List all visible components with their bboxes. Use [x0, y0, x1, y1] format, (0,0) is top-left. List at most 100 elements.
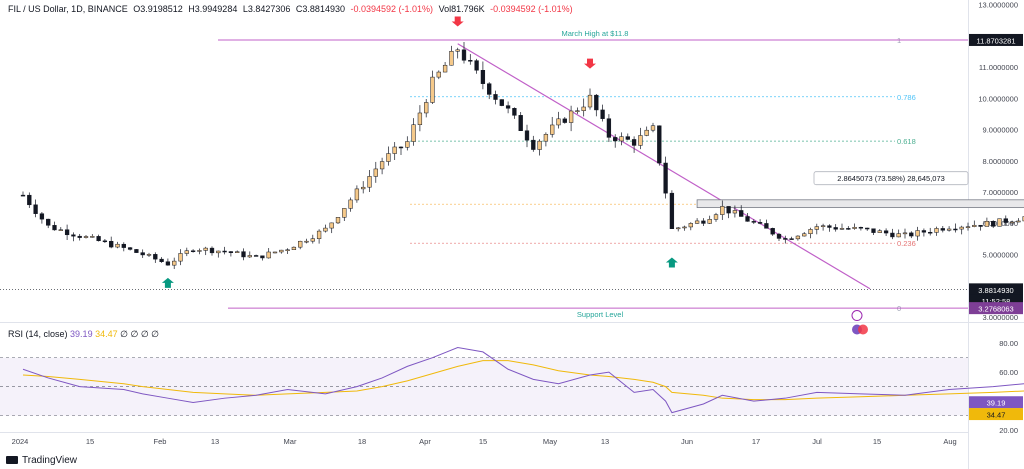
rsi-tick-label: 80.00 — [999, 339, 1018, 348]
rsi-label[interactable]: RSI (14, close) — [8, 329, 68, 339]
candle — [417, 112, 423, 125]
candle — [203, 247, 208, 251]
rsi-tick-label: 20.00 — [999, 426, 1018, 435]
current-price-tag-bg — [969, 283, 1023, 296]
time-tick-label: Jun — [681, 437, 693, 446]
candle — [890, 232, 895, 238]
candle — [298, 240, 303, 248]
candle — [902, 232, 908, 235]
rsi-ma-tag: 34.47 — [987, 411, 1006, 420]
rsi-header: RSI (14, close) 39.19 34.47 ∅ ∅ ∅ ∅ — [8, 329, 159, 340]
candle — [1016, 220, 1021, 223]
candle — [493, 94, 498, 100]
candle — [348, 199, 353, 209]
candle — [997, 218, 1002, 227]
rsi-ma-tag-bg — [969, 408, 1023, 421]
candle — [190, 250, 196, 252]
time-tick-label: 15 — [479, 437, 487, 446]
candle — [505, 105, 511, 109]
candle — [991, 221, 996, 227]
candle — [266, 251, 271, 259]
candle — [720, 206, 725, 215]
candle — [934, 228, 939, 233]
candles-group — [20, 41, 1024, 270]
candle — [638, 135, 643, 146]
time-tick-label: 17 — [752, 437, 760, 446]
candle — [883, 230, 889, 234]
candle — [543, 134, 549, 142]
rsi-ma-line — [22, 360, 1024, 401]
candle — [657, 125, 662, 164]
candle — [984, 221, 990, 227]
candle — [877, 230, 882, 233]
candle — [102, 240, 108, 243]
ohlc-open: O3.9198512 — [133, 4, 183, 14]
candle — [291, 246, 297, 250]
rsi-value-tag: 39.19 — [987, 399, 1006, 408]
support-price-tag: 3.2768063 — [978, 305, 1013, 314]
candle — [896, 233, 901, 238]
candle — [764, 223, 769, 229]
time-tick-label: 13 — [601, 437, 609, 446]
candle — [285, 249, 290, 251]
buy-arrow-icon — [665, 257, 678, 268]
ohlc-high: H3.9949284 — [188, 4, 238, 14]
candle — [978, 224, 983, 227]
candle — [550, 124, 555, 135]
candle — [474, 60, 479, 71]
candle — [77, 235, 82, 238]
candle — [606, 118, 612, 138]
candle — [411, 124, 416, 142]
time-tick-label: 2024 — [12, 437, 29, 446]
price-tick-label: 13.0000000 — [978, 1, 1018, 10]
price-tick-label: 7.0000000 — [983, 188, 1018, 197]
candle — [109, 240, 114, 248]
volume-change: -0.0394592 (-1.01%) — [490, 4, 573, 14]
tradingview-logo[interactable]: TradingView — [6, 455, 77, 466]
candle — [398, 146, 404, 149]
candle — [581, 106, 586, 111]
rsi-tick-label: 60.00 — [999, 368, 1018, 377]
candle — [172, 260, 177, 266]
candle — [839, 228, 845, 230]
candle — [253, 255, 259, 257]
buy-arrow-icon — [161, 277, 174, 288]
candle — [241, 251, 246, 258]
time-tick-label: 15 — [86, 437, 94, 446]
time-tick-label: Aug — [943, 437, 956, 446]
candle — [776, 233, 782, 239]
time-tick-label: 15 — [873, 437, 881, 446]
symbol-name[interactable]: FIL / US Dollar, 1D, BINANCE — [8, 4, 128, 14]
candle — [58, 229, 63, 231]
candle — [134, 249, 139, 253]
march-high-price-tag-bg — [969, 33, 1023, 46]
candle — [820, 225, 826, 227]
candle — [745, 216, 750, 222]
measurement-tooltip — [813, 171, 969, 186]
ohlc-close: C3.8814930 — [295, 4, 345, 14]
ohlc-change: -0.0394592 (-1.01%) — [350, 4, 434, 14]
candle — [562, 118, 567, 123]
time-tick-label: May — [543, 437, 557, 446]
candle — [228, 251, 234, 253]
candle — [20, 194, 26, 197]
candle — [487, 83, 492, 95]
sell-arrow-icon — [451, 16, 464, 27]
candle — [871, 228, 876, 233]
candle — [310, 238, 315, 242]
countdown-tag: 11:52:58 — [982, 297, 1011, 306]
candle — [972, 224, 977, 227]
candle — [827, 225, 832, 228]
candle — [499, 99, 504, 106]
candle — [197, 250, 202, 252]
support-label: Support Level — [577, 310, 624, 319]
candle — [965, 226, 971, 228]
candle — [783, 238, 788, 240]
candle — [524, 130, 530, 141]
candle — [663, 162, 668, 194]
candle — [726, 206, 731, 214]
candle — [858, 226, 864, 229]
candle — [373, 168, 378, 177]
candle — [272, 251, 278, 254]
